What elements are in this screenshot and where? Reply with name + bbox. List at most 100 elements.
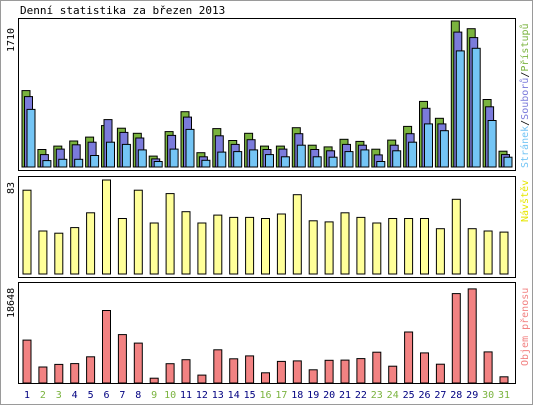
panel-frame-visits — [18, 176, 516, 278]
bar-visits — [372, 222, 382, 275]
legend-volume: Objem přenosu — [519, 288, 531, 366]
bar-visits — [102, 179, 111, 275]
bar-visits — [435, 228, 445, 275]
bar-visits — [213, 214, 223, 275]
x-tick-label: 2 — [40, 390, 46, 401]
bar-volume — [86, 356, 96, 384]
bar-stránek — [249, 149, 259, 168]
x-tick-label: 8 — [135, 390, 141, 401]
x-tick-label: 26 — [418, 390, 430, 401]
x-tick-label: 12 — [196, 390, 208, 401]
bar-volume — [372, 351, 382, 384]
x-tick-label: 10 — [164, 390, 176, 401]
bar-visits — [149, 222, 159, 275]
bar-visits — [499, 231, 509, 275]
bar-stránek — [265, 154, 274, 168]
bar-visits — [165, 193, 175, 275]
x-tick-label: 24 — [387, 390, 399, 401]
bar-stránek — [408, 141, 418, 168]
bar-volume — [22, 339, 32, 384]
bar-visits — [483, 230, 493, 275]
bar-volume — [420, 352, 429, 384]
bar-visits — [451, 198, 461, 275]
x-tick-label: 17 — [275, 390, 287, 401]
bar-stránek — [503, 156, 513, 168]
bar-volume — [213, 349, 223, 384]
bar-visits — [54, 232, 64, 275]
bar-volume — [54, 363, 64, 384]
bar-visits — [86, 212, 96, 275]
bar-visits — [197, 222, 207, 275]
x-tick-label: 7 — [119, 390, 125, 401]
bar-visits — [181, 211, 191, 275]
legend-files: Souborů — [519, 78, 531, 120]
bar-stránek — [312, 156, 322, 168]
bar-visits — [420, 218, 429, 275]
bar-visits — [308, 220, 318, 275]
bar-stránek — [137, 149, 147, 168]
x-tick-label: 18 — [291, 390, 303, 401]
x-tick-label: 3 — [56, 390, 62, 401]
bar-volume — [70, 363, 80, 384]
y-axis-max-label-hits: 1710 — [6, 28, 17, 52]
bar-stránek — [296, 144, 306, 168]
x-tick-label: 19 — [307, 390, 319, 401]
bar-volume — [149, 377, 159, 384]
bar-volume — [292, 360, 302, 384]
bar-volume — [356, 358, 366, 384]
chart-title: Denní statistika za březen 2013 — [20, 4, 225, 17]
bar-stránek — [42, 160, 52, 168]
x-tick-label: 23 — [371, 390, 383, 401]
x-tick-label: 6 — [103, 390, 109, 401]
bar-stránek — [471, 47, 481, 168]
bar-volume — [165, 363, 175, 384]
bar-stránek — [201, 159, 211, 168]
bar-visits — [245, 216, 255, 275]
x-tick-label: 9 — [151, 390, 157, 401]
bar-stránek — [455, 50, 465, 168]
x-tick-label: 4 — [72, 390, 78, 401]
bar-volume — [340, 359, 350, 384]
bar-volume — [38, 366, 48, 384]
x-tick-label: 22 — [355, 390, 367, 401]
bar-visits — [388, 218, 398, 275]
y-axis-max-label-visits: 83 — [6, 182, 17, 194]
bar-volume — [276, 360, 286, 384]
x-tick-label: 30 — [482, 390, 494, 401]
bar-stránek — [360, 149, 370, 168]
chart-marks — [21, 20, 513, 384]
bar-visits — [404, 218, 414, 275]
x-tick-label: 31 — [498, 390, 510, 401]
bar-volume — [404, 331, 414, 384]
panel-frame-hits — [18, 18, 516, 171]
legend-hits: Stránek/Souborů/Přístupů — [519, 23, 531, 168]
legend-separator: / — [520, 72, 531, 78]
bar-stránek — [90, 155, 100, 168]
x-tick-label: 16 — [259, 390, 271, 401]
bar-volume — [117, 334, 127, 384]
legend-accesses: Přístupů — [519, 23, 531, 71]
bar-stránek — [280, 156, 290, 168]
bar-volume — [388, 365, 398, 384]
bar-stránek — [74, 158, 84, 168]
bar-volume — [435, 363, 445, 384]
bar-stránek — [233, 151, 243, 168]
bar-volume — [133, 342, 143, 384]
x-tick-label: 20 — [323, 390, 335, 401]
bar-stránek — [106, 141, 115, 168]
bar-visits — [229, 216, 239, 275]
legend-separator: / — [520, 120, 531, 126]
bar-visits — [292, 194, 302, 275]
bar-stránek — [121, 143, 131, 168]
bar-volume — [181, 359, 191, 384]
bar-stránek — [185, 128, 195, 168]
bar-visits — [117, 218, 127, 275]
bar-stránek — [217, 151, 227, 168]
bar-volume — [261, 372, 270, 384]
x-axis-day-labels: 1 2 3 4 5 6 7 8 9 10 11 12 13 14 15 16 17 18 19 20 21 22 23 24 2… — [24, 390, 510, 401]
bar-visits — [467, 228, 477, 275]
bar-stránek — [487, 120, 497, 168]
x-tick-label: 15 — [244, 390, 256, 401]
bar-visits — [324, 221, 334, 275]
bar-visits — [22, 189, 32, 275]
